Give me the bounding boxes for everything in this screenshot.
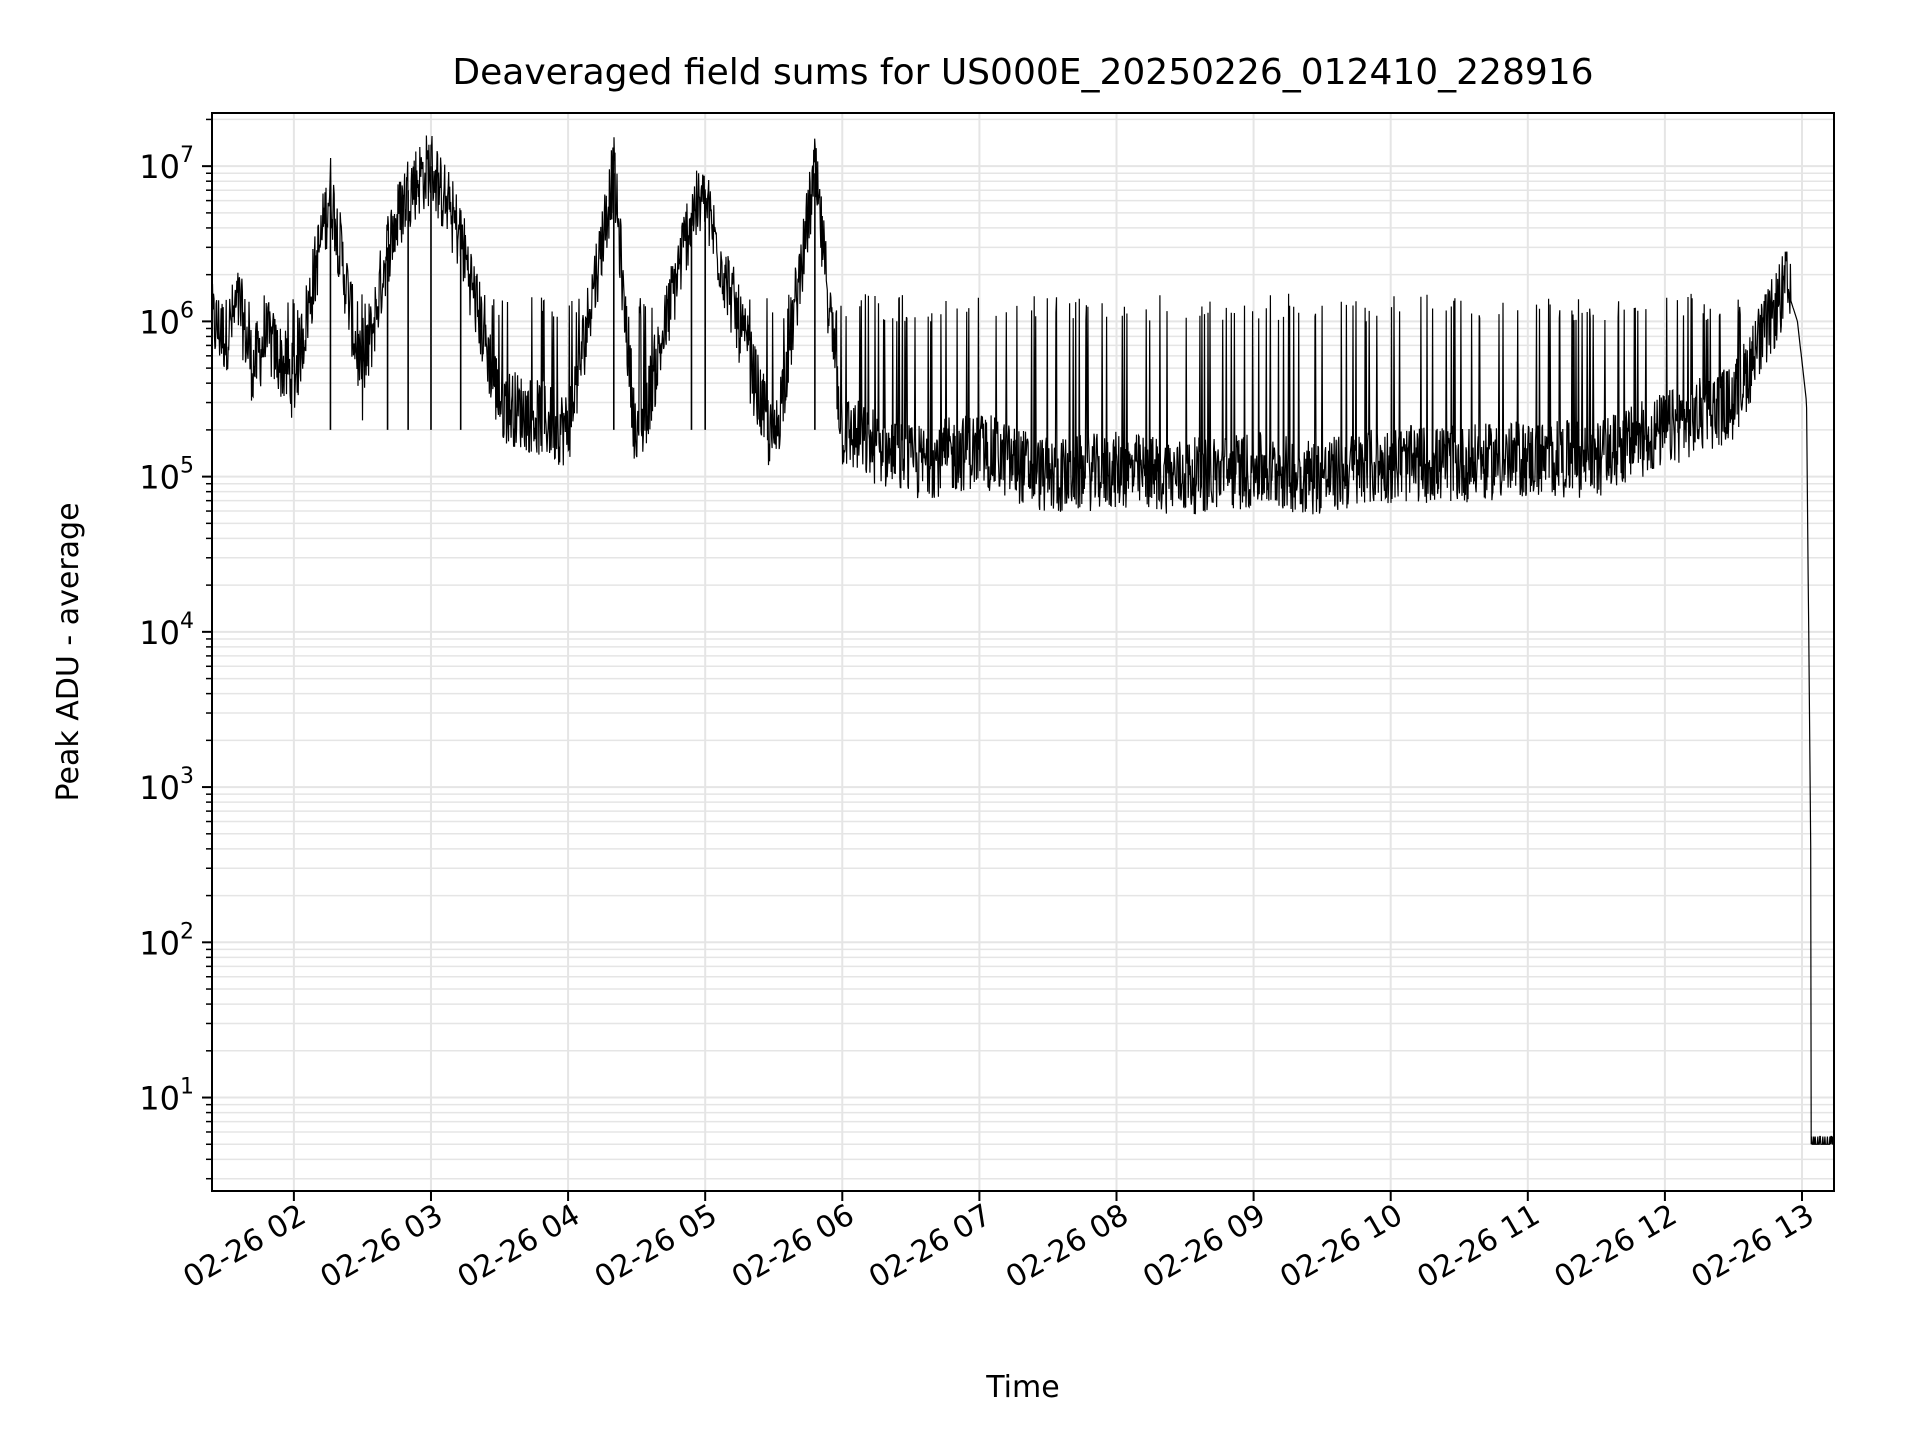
x-axis-label: Time (985, 1370, 1059, 1405)
chart-title: Deaveraged field sums for US000E_2025022… (452, 52, 1593, 93)
y-tick-label: 106 (139, 298, 194, 341)
y-tick-label: 104 (139, 609, 194, 652)
series-layer (211, 135, 1834, 1145)
y-tick-label: 103 (139, 764, 194, 807)
y-tick-label: 101 (139, 1075, 194, 1118)
y-tick-label: 102 (139, 919, 194, 962)
y-tick-label: 105 (139, 454, 194, 497)
plot-frame (211, 112, 1835, 1192)
y-axis: 101 102 103 104 105 106 107 (139, 118, 212, 1180)
y-tick-label: 107 (139, 143, 194, 186)
y-axis-label: Peak ADU - average (51, 502, 86, 801)
series-line (211, 135, 1834, 1145)
grid-minor (212, 118, 1834, 1180)
